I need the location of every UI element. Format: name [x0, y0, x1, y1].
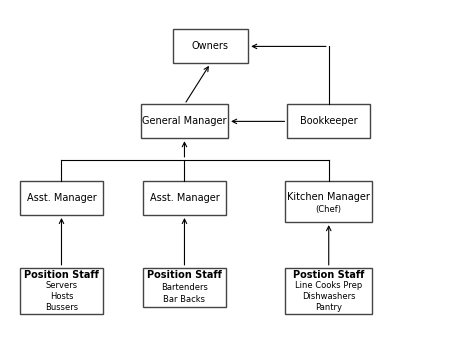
Text: Servers: Servers	[45, 281, 78, 290]
Text: Kitchen Manager: Kitchen Manager	[287, 192, 370, 202]
Text: Bookkeeper: Bookkeeper	[300, 116, 358, 126]
Text: Dishwashers: Dishwashers	[302, 292, 356, 301]
Text: Bar Backs: Bar Backs	[164, 295, 205, 304]
FancyBboxPatch shape	[20, 268, 103, 314]
Text: Line Cooks Prep: Line Cooks Prep	[295, 281, 362, 290]
Text: Pantry: Pantry	[315, 303, 342, 312]
FancyBboxPatch shape	[285, 181, 372, 222]
FancyBboxPatch shape	[143, 181, 226, 215]
Text: Position Staff: Position Staff	[24, 270, 99, 280]
FancyBboxPatch shape	[20, 181, 103, 215]
FancyBboxPatch shape	[285, 268, 372, 314]
Text: (Chef): (Chef)	[316, 205, 342, 213]
Text: Owners: Owners	[192, 41, 229, 51]
Text: Hosts: Hosts	[50, 292, 73, 301]
Text: Postion Staff: Postion Staff	[293, 270, 364, 280]
Text: Asst. Manager: Asst. Manager	[26, 193, 96, 203]
FancyBboxPatch shape	[143, 268, 226, 307]
FancyBboxPatch shape	[287, 104, 370, 138]
FancyBboxPatch shape	[173, 29, 248, 64]
Text: Bussers: Bussers	[45, 303, 78, 312]
Text: Asst. Manager: Asst. Manager	[149, 193, 219, 203]
Text: General Manager: General Manager	[142, 116, 227, 126]
FancyBboxPatch shape	[140, 104, 228, 138]
Text: Bartenders: Bartenders	[161, 283, 208, 292]
Text: Position Staff: Position Staff	[147, 271, 222, 281]
